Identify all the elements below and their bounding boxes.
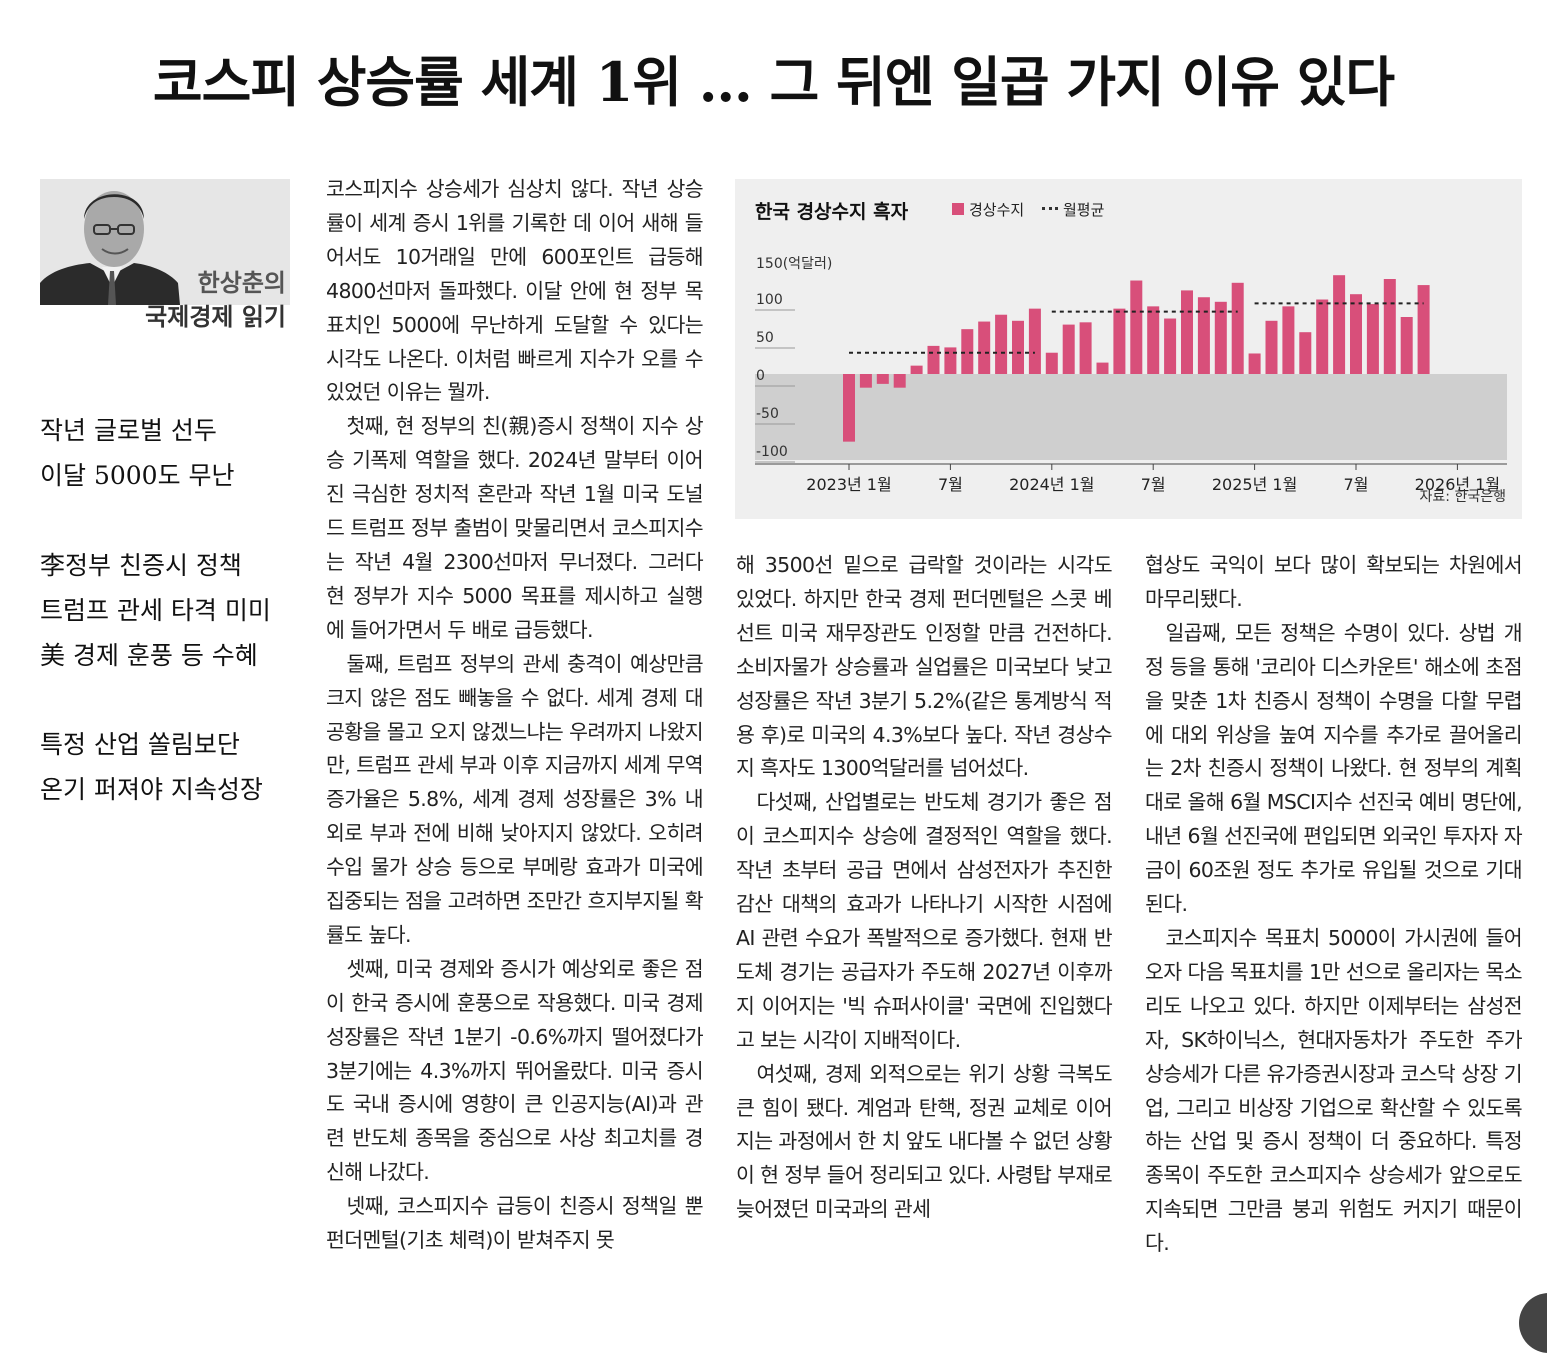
bar	[1045, 352, 1058, 374]
bar	[1299, 332, 1312, 374]
bar	[927, 345, 940, 374]
bar	[1113, 308, 1126, 374]
byline-line2: 국제경제 읽기	[145, 303, 286, 331]
current-account-chart: 한국 경상수지 흑자 경상수지 월평균 150(억달러) 100 50 0 -50 -10…	[735, 179, 1522, 519]
bar	[1214, 301, 1227, 374]
bar	[1028, 308, 1041, 374]
x-tick-label: 2024년 1월	[1009, 475, 1094, 494]
bar	[1197, 297, 1210, 374]
article-column-2: 해 3500선 밑으로 급락할 것이라는 시각도 있었다. 하지만 한국 경제 …	[736, 549, 1113, 1227]
legend-line-label: 월평균	[1063, 201, 1105, 219]
chart-source: 자료: 한국은행	[1419, 489, 1506, 505]
bar	[1096, 362, 1109, 374]
x-tick-label: 7월	[938, 475, 963, 494]
article-column-1: 코스피지수 상승세가 심상치 않다. 작년 상승률이 세계 증시 1위를 기록한…	[326, 173, 704, 1258]
y-tick-label: -50	[756, 406, 779, 422]
y-tick-label: 50	[756, 330, 774, 346]
columnist-photo	[40, 179, 290, 305]
article-paragraph: 협상도 국익이 보다 많이 확보되는 차원에서 마무리됐다.	[1145, 553, 1523, 611]
headline: 코스피 상승률 세계 1위 … 그 뒤엔 일곱 가지 이유 있다	[152, 50, 1395, 114]
article-paragraph: 셋째, 미국 경제와 증시가 예상외로 좋은 점이 한국 증시에 훈풍으로 작용…	[326, 956, 704, 1185]
bar	[893, 374, 906, 388]
bar	[876, 374, 889, 384]
subhead-group-1: 작년 글로벌 선두 이달 5000도 무난	[40, 408, 300, 498]
subhead-line: 美 경제 훈풍 등 수혜	[40, 641, 258, 670]
article-paragraph: 일곱째, 모든 정책은 수명이 있다. 상법 개정 등을 통해 '코리아 디스카…	[1145, 620, 1523, 917]
negative-zone	[755, 374, 1507, 460]
bar	[961, 329, 974, 374]
bar	[1350, 294, 1362, 374]
columnist-portrait-icon	[40, 179, 290, 305]
bar	[1417, 285, 1430, 374]
article-paragraph: 여섯째, 경제 외적으로는 위기 상황 극복도 큰 힘이 됐다. 계엄과 탄핵,…	[736, 1061, 1113, 1222]
bar	[1147, 306, 1160, 374]
legend-dotted-line-icon	[1042, 207, 1058, 210]
bar	[1265, 320, 1278, 374]
column-byline: 한상춘의 국제경제 읽기	[40, 266, 286, 334]
subhead-group-3: 특정 산업 쏠림보단 온기 퍼져야 지속성장	[40, 722, 300, 812]
bar	[859, 374, 872, 388]
subhead-line: 트럼프 관세 타격 미미	[40, 596, 271, 625]
chart-title: 한국 경상수지 흑자	[755, 201, 909, 223]
bar	[1282, 306, 1295, 374]
byline-line1: 한상춘의	[197, 269, 286, 297]
bar	[1400, 317, 1413, 374]
bar	[1181, 290, 1193, 374]
article-paragraph: 넷째, 코스피지수 급등이 친증시 정책일 뿐 펀더멘털(기초 체력)이 받쳐주…	[326, 1194, 704, 1253]
y-tick-label: -100	[756, 444, 788, 460]
subhead-group-2: 李정부 친증시 정책 트럼프 관세 타격 미미 美 경제 훈풍 등 수혜	[40, 543, 300, 678]
y-tick-label: 0	[756, 368, 765, 384]
article-column-3: 협상도 국익이 보다 많이 확보되는 차원에서 마무리됐다. 일곱째, 모든 정…	[1145, 549, 1523, 1261]
bar	[1062, 324, 1075, 374]
x-tick-label: 2023년 1월	[806, 475, 891, 494]
article-paragraph: 코스피지수 상승세가 심상치 않다. 작년 상승률이 세계 증시 1위를 기록한…	[326, 177, 704, 405]
bar	[1079, 322, 1092, 374]
bar	[1248, 353, 1261, 374]
y-tick-label: 100	[756, 292, 783, 308]
x-tick-label: 2025년 1월	[1212, 475, 1297, 494]
subhead-line: 李정부 친증시 정책	[40, 551, 242, 580]
bar	[995, 314, 1008, 374]
bar	[910, 365, 923, 374]
article-paragraph: 해 3500선 밑으로 급락할 것이라는 시각도 있었다. 하지만 한국 경제 …	[736, 553, 1113, 781]
bar	[1333, 275, 1346, 374]
chart-plot: 150(억달러) 100 50 0 -50 -100 2023년 1월 7월 2024년 1월 7…	[755, 256, 1507, 494]
subhead-line: 이달 5000도 무난	[40, 461, 235, 490]
bar	[843, 374, 855, 442]
bar	[1383, 279, 1396, 374]
y-tick-label: 150(억달러)	[756, 256, 832, 272]
article-paragraph: 다섯째, 산업별로는 반도체 경기가 좋은 점이 코스피지수 상승에 결정적인 …	[736, 790, 1113, 1052]
bar	[978, 321, 991, 374]
bar	[944, 347, 957, 374]
page-corner-button[interactable]	[1519, 1293, 1547, 1353]
bar	[1316, 299, 1329, 374]
x-tick-label: 2026년 1월	[1415, 475, 1500, 494]
bar	[1130, 280, 1143, 374]
article-paragraph: 코스피지수 목표치 5000이 가시권에 들어오자 다음 목표치를 1만 선으로…	[1145, 925, 1523, 1256]
bar	[1231, 282, 1244, 374]
x-tick-label: 7월	[1141, 475, 1166, 494]
subhead-line: 작년 글로벌 선두	[40, 416, 217, 445]
subhead-line: 온기 퍼져야 지속성장	[40, 775, 263, 804]
article-paragraph: 첫째, 현 정부의 친(親)증시 정책이 지수 상승 기폭제 역할을 했다. 2…	[326, 414, 704, 642]
legend-bar-label: 경상수지	[969, 201, 1025, 219]
bar	[1366, 304, 1379, 374]
x-tick-label: 7월	[1344, 475, 1369, 494]
bar	[1164, 318, 1177, 374]
article-paragraph: 둘째, 트럼프 정부의 관세 충격이 예상만큼 크지 않은 점도 빼놓을 수 없…	[326, 651, 704, 947]
bar	[1012, 320, 1024, 374]
subhead-line: 특정 산업 쏠림보단	[40, 730, 240, 759]
legend-bar-swatch	[952, 203, 964, 215]
